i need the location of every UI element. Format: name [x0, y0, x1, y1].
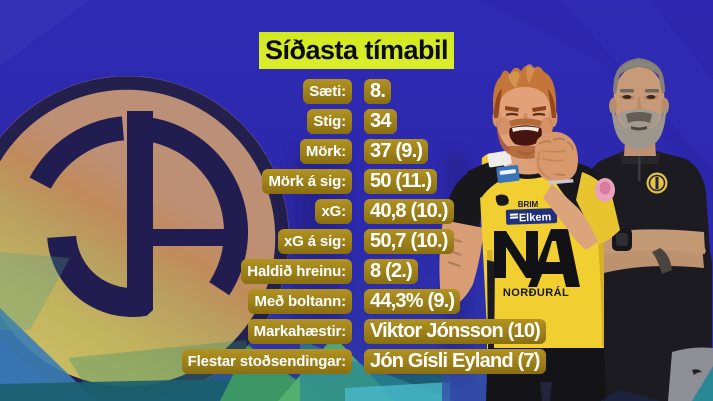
- svg-text:NORÐURÁL: NORÐURÁL: [503, 286, 569, 299]
- svg-text:Elkem: Elkem: [519, 211, 552, 224]
- svg-text:BRIM: BRIM: [518, 200, 539, 209]
